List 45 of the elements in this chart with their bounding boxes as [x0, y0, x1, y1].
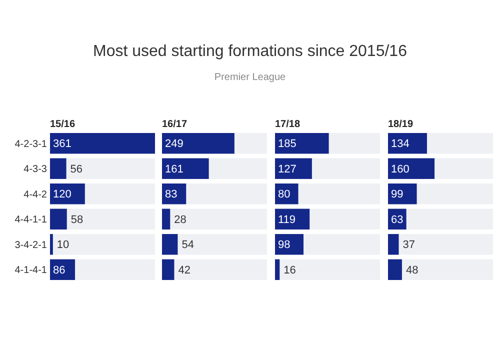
data-label: 98: [278, 239, 290, 252]
data-label: 120: [53, 188, 72, 201]
y-tick-label: 4-3-3: [24, 164, 48, 176]
y-tick-label: 3-4-2-1: [14, 240, 48, 251]
data-label: 42: [178, 264, 190, 276]
data-label: 119: [278, 214, 296, 226]
data-label: 134: [391, 138, 410, 150]
data-label: 86: [53, 264, 66, 276]
data-label: 161: [165, 163, 184, 176]
data-label: 63: [391, 214, 404, 226]
bar: [50, 158, 66, 179]
y-tick-label: 4-2-3-1: [14, 138, 48, 150]
y-tick-label: 4-1-4-1: [14, 265, 48, 276]
data-label: 249: [165, 138, 184, 150]
data-label: 160: [391, 163, 410, 176]
data-label: 58: [70, 214, 84, 226]
data-label: 56: [70, 163, 83, 176]
bar: [50, 234, 53, 255]
data-label: 16: [284, 264, 296, 276]
bar: [50, 208, 67, 230]
data-label: 361: [53, 138, 72, 150]
data-label: 185: [278, 138, 296, 150]
data-label: 83: [165, 188, 178, 201]
text: Premier League: [214, 72, 286, 83]
y-tick-label: 4-4-2: [24, 189, 48, 200]
data-label: 54: [182, 239, 194, 252]
chart-title: 16/17: [162, 119, 188, 130]
chart-title: 15/16: [50, 119, 76, 130]
bar: [162, 234, 178, 255]
data-label: 127: [278, 163, 296, 176]
data-label: 99: [391, 188, 404, 201]
chart-title: 18/19: [388, 119, 414, 130]
y-tick-label: 4-4-1-1: [14, 214, 48, 226]
data-label: 37: [402, 239, 416, 252]
text: Most used starting formations since 2015/16: [93, 43, 408, 60]
data-label: 28: [174, 214, 186, 226]
chart-title: 17/18: [275, 119, 300, 130]
bar: [275, 259, 280, 280]
bar: [388, 259, 402, 280]
bar: [162, 259, 174, 280]
bar: [388, 234, 399, 255]
bar: [162, 208, 170, 230]
data-label: 80: [278, 188, 290, 201]
data-label: 10: [56, 239, 70, 252]
data-label: 48: [406, 264, 418, 276]
